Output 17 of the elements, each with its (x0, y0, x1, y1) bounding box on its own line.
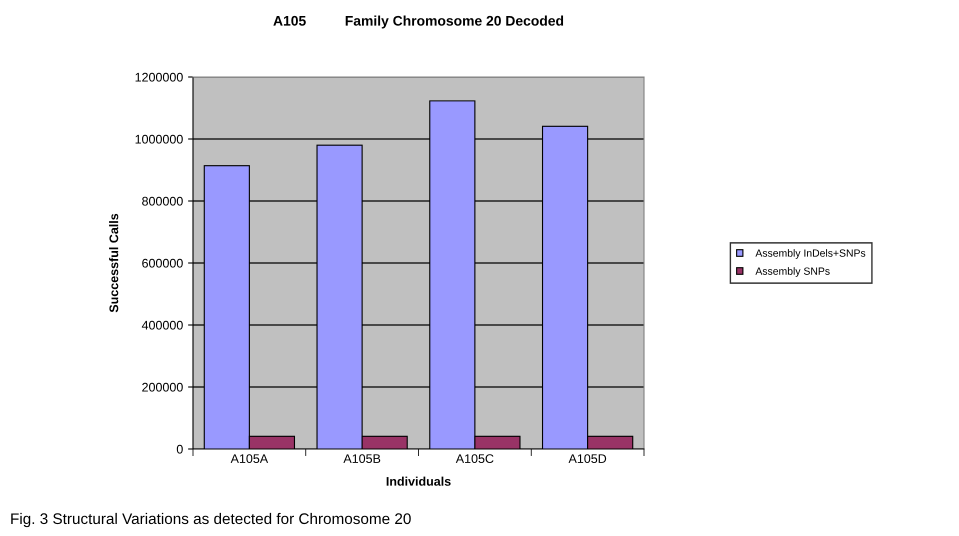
legend-label: Assembly InDels+SNPs (755, 249, 866, 259)
chart-title: A105 Family Chromosome 20 Decoded (273, 16, 564, 28)
y-tick-label: 1000000 (136, 134, 183, 144)
y-axis-title: Successful Calls (109, 214, 118, 312)
x-tick-label: A105B (343, 454, 380, 464)
x-axis-title: Individuals (386, 476, 451, 486)
y-tick-label: 400000 (142, 320, 183, 330)
y-tick-label: 600000 (142, 258, 183, 268)
caption: Fig. 3 Structural Variations as detected for Chromosome 20 (11, 512, 411, 528)
x-tick-label: A105D (568, 454, 606, 464)
legend-label: Assembly SNPs (755, 267, 830, 277)
y-tick-label: 200000 (142, 382, 183, 392)
y-tick-label: 0 (176, 444, 183, 454)
y-tick-label: 800000 (142, 196, 183, 206)
x-tick-label: A105C (456, 454, 494, 464)
x-tick-label: A105A (230, 454, 268, 464)
y-tick-label: 1200000 (136, 72, 183, 82)
